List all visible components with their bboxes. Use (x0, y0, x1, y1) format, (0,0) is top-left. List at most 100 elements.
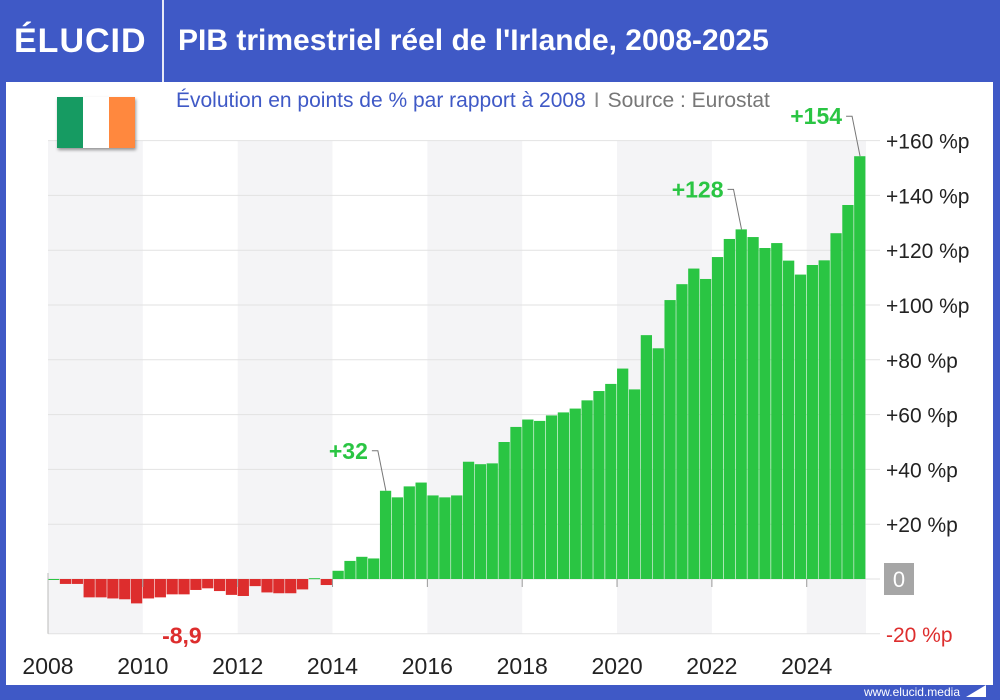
y-tick-label: 0 (893, 567, 905, 592)
bar (71, 579, 83, 584)
bar (605, 383, 617, 579)
bar (249, 579, 261, 587)
annotation-label: +32 (329, 438, 368, 464)
annotation-label: +154 (790, 103, 842, 129)
bar (771, 243, 783, 580)
bar (344, 560, 356, 579)
bar (59, 579, 72, 584)
bar (830, 233, 842, 579)
bar (261, 579, 273, 593)
annotation-leader (727, 188, 743, 230)
x-tick-label: 2018 (497, 653, 548, 679)
bar (237, 579, 249, 596)
chart-subtitle: Évolution en points de % par rapport à 2… (176, 89, 770, 113)
bar (628, 389, 641, 579)
annotation-leader (846, 115, 861, 157)
x-tick-label: 2008 (22, 653, 73, 679)
subtitle-separator: I (593, 89, 600, 112)
bar (332, 570, 344, 579)
y-tick-label: +60 %p (886, 405, 958, 428)
header: ÉLUCID PIB trimestriel réel de l'Irlande… (0, 0, 1000, 82)
annotation-min: -8,9 (162, 622, 202, 648)
bar (95, 579, 107, 598)
bar (747, 237, 759, 579)
bar (403, 486, 415, 579)
bar (664, 300, 676, 579)
flag-stripe-white (83, 97, 109, 148)
bar (510, 426, 522, 579)
bar (225, 579, 238, 595)
bar (569, 408, 581, 579)
bar (368, 558, 380, 579)
y-tick-label: +20 %p (886, 514, 958, 537)
bar (296, 579, 309, 590)
bar (119, 579, 131, 600)
x-tick-label: 2014 (307, 653, 358, 679)
bar (142, 579, 155, 599)
bar (818, 260, 830, 579)
bar (534, 420, 546, 579)
bar (498, 442, 510, 579)
bar (806, 264, 818, 579)
bar (439, 497, 451, 579)
y-tick-label: +100 %p (886, 295, 970, 318)
flag-stripe-green (57, 97, 83, 148)
bar (427, 495, 439, 579)
bar (581, 400, 593, 579)
bar (783, 260, 795, 579)
chart-title: PIB trimestriel réel de l'Irlande, 2008-… (178, 24, 769, 57)
elucid-logo: ÉLUCID (14, 22, 147, 60)
bar (202, 579, 214, 589)
bar (711, 257, 724, 579)
bar (854, 156, 866, 579)
elucid-mark-icon (966, 685, 986, 697)
bar (723, 238, 735, 579)
bar (83, 579, 95, 598)
bar (593, 391, 605, 579)
bar (735, 229, 747, 579)
bar (190, 579, 202, 590)
bar (842, 204, 854, 580)
bar (700, 278, 712, 579)
bar (617, 368, 629, 579)
bar (486, 463, 498, 579)
x-tick-label: 2022 (686, 653, 737, 679)
bar (308, 578, 321, 580)
zero-label-box (884, 563, 914, 595)
bar (356, 556, 368, 579)
x-tick-label: 2012 (212, 653, 263, 679)
bar (794, 274, 807, 579)
bar (107, 579, 119, 599)
bar (415, 482, 427, 579)
bar (640, 335, 653, 579)
bar (166, 579, 178, 595)
footer-url[interactable]: www.elucid.media (863, 685, 960, 699)
bar (154, 579, 166, 598)
bar (391, 497, 404, 579)
ireland-flag-icon (57, 97, 135, 148)
bar (462, 461, 475, 579)
bar (557, 412, 570, 579)
header-divider (162, 0, 164, 82)
year-band (48, 140, 143, 634)
bar (652, 348, 664, 579)
annotation-leader (371, 450, 387, 491)
source-label: Source : Eurostat (607, 89, 770, 112)
bar (451, 495, 463, 579)
bar (178, 579, 190, 595)
y-tick-label: +80 %p (886, 350, 958, 373)
bar (545, 415, 558, 579)
bar (320, 579, 332, 586)
bar (688, 268, 700, 579)
bar (379, 490, 392, 579)
bar (522, 419, 534, 579)
bar (676, 284, 688, 579)
y-tick-label: +140 %p (886, 185, 970, 208)
bar (130, 579, 143, 604)
y-tick-label: +160 %p (886, 131, 970, 154)
x-tick-label: 2024 (781, 653, 832, 679)
bar (759, 248, 771, 579)
bar (285, 579, 297, 594)
bar (474, 464, 487, 579)
